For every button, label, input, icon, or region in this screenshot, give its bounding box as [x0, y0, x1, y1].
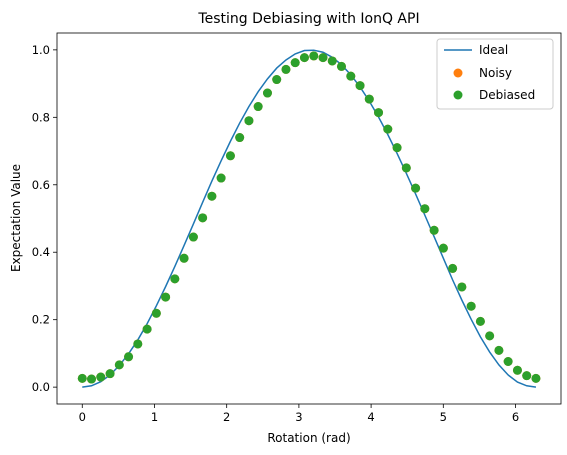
debiased-point — [476, 317, 485, 326]
debiased-point — [402, 163, 411, 172]
y-tick-label: 0.4 — [32, 245, 50, 259]
debiased-point — [263, 89, 272, 98]
debiased-point — [411, 184, 420, 193]
y-axis-label: Expectation Value — [9, 164, 23, 272]
debiased-point — [457, 282, 466, 291]
y-tick-label: 0.0 — [32, 380, 50, 394]
debiased-point — [152, 309, 161, 318]
debiased-point — [291, 58, 300, 67]
debiased-point — [170, 274, 179, 283]
debiased-point — [87, 375, 96, 384]
debiased-point — [124, 352, 133, 361]
debiased-point — [365, 95, 374, 104]
debiased-point — [485, 331, 494, 340]
debiased-point — [374, 108, 383, 117]
debiased-point — [328, 56, 337, 65]
debiased-point — [439, 244, 448, 253]
x-tick-label: 4 — [367, 410, 374, 424]
y-tick-label: 0.6 — [32, 178, 50, 192]
debiased-point — [337, 62, 346, 71]
debiased-point — [272, 75, 281, 84]
debiased-point — [115, 360, 124, 369]
debiased-point — [217, 174, 226, 183]
debiased-point — [235, 133, 244, 142]
legend: Ideal Noisy Debiased — [437, 39, 553, 109]
y-tick-label: 0.2 — [32, 313, 50, 327]
x-tick-label: 6 — [512, 410, 519, 424]
debiased-point — [513, 366, 522, 375]
debiased-point — [522, 371, 531, 380]
y-tick-label: 0.8 — [32, 110, 50, 124]
debiased-point — [96, 373, 105, 382]
x-tick-label: 0 — [79, 410, 86, 424]
y-tick-label: 1.0 — [32, 43, 50, 57]
debiased-point — [531, 374, 540, 383]
x-tick-label: 1 — [151, 410, 158, 424]
x-tick-label: 5 — [440, 410, 447, 424]
legend-debiased-label: Debiased — [479, 88, 535, 102]
debiased-point — [198, 213, 207, 222]
debiased-point — [281, 65, 290, 74]
debiased-point — [207, 192, 216, 201]
debiased-point — [78, 374, 87, 383]
debiased-point — [309, 51, 318, 60]
debiased-point — [356, 81, 365, 90]
chart-title: Testing Debiasing with IonQ API — [197, 11, 419, 27]
debiased-point — [383, 125, 392, 134]
legend-debiased-swatch — [454, 91, 463, 100]
legend-ideal-label: Ideal — [479, 43, 508, 57]
debiased-point — [180, 254, 189, 263]
x-axis-label: Rotation (rad) — [267, 431, 350, 445]
debiased-point — [244, 116, 253, 125]
debiased-point — [254, 102, 263, 111]
debiased-point — [393, 143, 402, 152]
x-tick-label: 2 — [223, 410, 230, 424]
debiased-point — [467, 302, 476, 311]
debiased-point — [494, 346, 503, 355]
debiased-point — [448, 264, 457, 273]
debiased-point — [319, 53, 328, 62]
debiased-point — [346, 72, 355, 81]
debiased-point — [106, 369, 115, 378]
debiased-point — [189, 233, 198, 242]
debiased-point — [420, 204, 429, 213]
debiased-point — [430, 226, 439, 235]
debiased-point — [300, 53, 309, 62]
debiased-point — [504, 357, 513, 366]
legend-noisy-label: Noisy — [479, 66, 512, 80]
legend-noisy-swatch — [454, 69, 463, 78]
debiased-point — [143, 325, 152, 334]
debiased-point — [133, 339, 142, 348]
debiased-point — [161, 293, 170, 302]
x-tick-label: 3 — [295, 410, 302, 424]
debiased-point — [226, 151, 235, 160]
